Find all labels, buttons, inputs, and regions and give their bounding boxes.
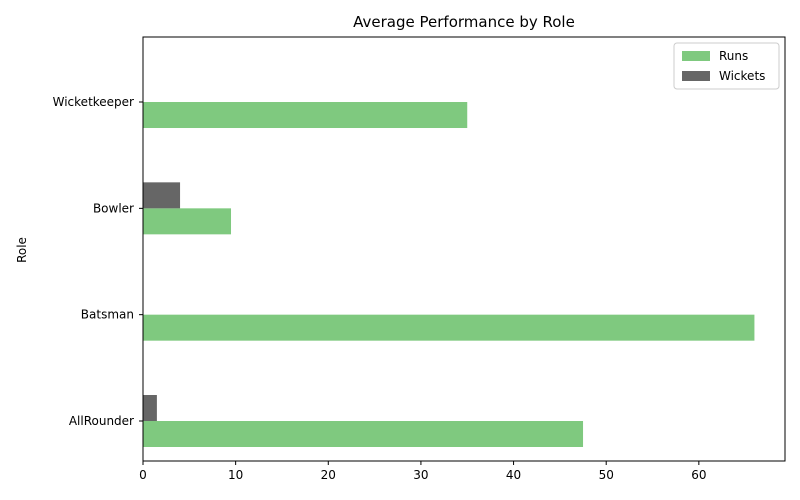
y-tick-label-allrounder: AllRounder (69, 414, 134, 428)
x-tick-label: 10 (228, 468, 243, 482)
x-tick-label: 40 (506, 468, 521, 482)
axes-group: 0 10 20 30 40 50 60 AllRounder Batsman Bowler Wick… (53, 36, 786, 482)
x-tick-label: 30 (413, 468, 428, 482)
plot-frame (142, 36, 786, 462)
y-tick-label-wicketkeeper: Wicketkeeper (53, 95, 134, 109)
legend: Runs Wickets (673, 42, 780, 90)
bars-group (143, 102, 755, 447)
x-tick-label: 50 (599, 468, 614, 482)
y-axis-label: Role (15, 237, 29, 263)
bar-runs-batsman (143, 314, 755, 341)
legend-label-runs: Runs (719, 49, 748, 63)
legend-label-wickets: Wickets (719, 69, 765, 83)
legend-swatch-wickets (682, 71, 710, 81)
y-tick-label-bowler: Bowler (93, 201, 134, 215)
y-tick-label-batsman: Batsman (81, 308, 134, 322)
x-tick-label: 60 (691, 468, 706, 482)
bar-wickets-allrounder (143, 395, 157, 421)
x-tick-label: 0 (139, 468, 147, 482)
x-tick-label: 20 (321, 468, 336, 482)
bar-runs-bowler (143, 208, 232, 235)
bar-runs-wicketkeeper (143, 102, 468, 129)
bar-runs-allrounder (143, 421, 584, 447)
chart-title: Average Performance by Role (353, 13, 575, 31)
bar-wickets-bowler (143, 182, 181, 209)
legend-swatch-runs (682, 51, 710, 61)
